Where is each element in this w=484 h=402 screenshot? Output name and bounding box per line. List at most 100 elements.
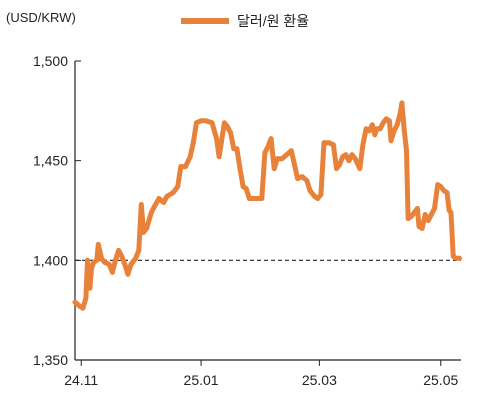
- data-point: [404, 148, 409, 154]
- data-point: [141, 230, 146, 235]
- data-point: [203, 118, 209, 124]
- x-axis: 24.11 25.01 25.03 25.05: [64, 359, 461, 388]
- data-point: [425, 218, 431, 223]
- data-point: [99, 255, 104, 261]
- data-point: [133, 255, 139, 261]
- data-point: [102, 259, 107, 265]
- data-point: [326, 140, 332, 146]
- data-point: [161, 200, 167, 205]
- data-point: [222, 120, 227, 126]
- data-point: [372, 132, 378, 138]
- data-point: [391, 128, 397, 134]
- data-point: [262, 150, 268, 156]
- data-point: [125, 271, 131, 277]
- data-point: [113, 257, 118, 263]
- data-point: [274, 156, 280, 162]
- data-point: [388, 138, 394, 144]
- data-point: [366, 128, 372, 134]
- data-point: [136, 248, 142, 253]
- data-point: [448, 210, 454, 215]
- data-point: [218, 140, 224, 146]
- data-point: [259, 196, 265, 201]
- data-point: [346, 158, 352, 164]
- data-point: [380, 120, 386, 126]
- unit-label: (USD/KRW): [6, 10, 76, 25]
- data-point: [72, 299, 78, 305]
- data-point: [190, 140, 196, 146]
- data-point: [360, 142, 366, 148]
- data-point: [288, 148, 294, 154]
- data-point: [343, 152, 349, 158]
- data-point: [307, 188, 313, 194]
- data-point: [194, 120, 199, 126]
- data-point: [295, 176, 300, 182]
- data-point: [178, 164, 184, 170]
- data-point: [357, 166, 363, 172]
- data-point: [299, 174, 305, 180]
- y-tick-label: 1,350: [33, 352, 68, 368]
- data-point: [138, 202, 144, 207]
- data-point: [148, 210, 154, 215]
- data-point: [234, 146, 240, 152]
- legend: 달러/원 환율: [181, 13, 309, 29]
- data-point: [237, 166, 243, 172]
- data-point: [144, 226, 150, 231]
- data-point: [271, 166, 277, 172]
- data-point: [429, 212, 434, 217]
- y-tick-label: 1,400: [33, 252, 68, 268]
- x-tick-label: 25.05: [423, 372, 458, 388]
- data-point: [85, 257, 90, 263]
- data-point: [279, 156, 285, 162]
- data-point: [399, 100, 405, 106]
- data-point: [337, 162, 342, 168]
- data-point: [198, 118, 204, 124]
- data-point: [156, 196, 162, 201]
- data-point: [183, 164, 188, 170]
- data-point: [394, 122, 400, 128]
- data-point: [411, 210, 417, 215]
- data-point: [89, 265, 94, 271]
- x-tick-label: 25.01: [184, 372, 219, 388]
- data-point: [349, 152, 355, 158]
- data-point: [254, 196, 260, 201]
- data-point: [119, 253, 125, 259]
- data-point: [444, 190, 450, 196]
- data-point: [106, 261, 112, 267]
- data-point: [116, 248, 121, 253]
- data-point: [292, 162, 297, 168]
- data-point: [87, 285, 93, 291]
- data-point: [209, 120, 215, 126]
- data-point: [415, 206, 420, 211]
- data-points: [72, 100, 462, 311]
- data-point: [268, 136, 274, 142]
- data-point: [318, 192, 324, 198]
- data-point: [110, 269, 115, 275]
- data-point: [369, 122, 375, 128]
- data-point: [228, 130, 234, 136]
- data-point: [401, 128, 407, 134]
- data-point: [83, 295, 89, 301]
- data-point: [352, 156, 358, 162]
- data-point: [243, 186, 249, 192]
- y-tick-label: 1,450: [33, 153, 68, 169]
- data-point: [265, 144, 271, 150]
- data-point: [321, 140, 327, 146]
- data-point: [432, 206, 437, 211]
- legend-label: 달러/원 환율: [237, 13, 309, 29]
- y-axis: 1,350 1,400 1,450 1,500: [33, 53, 81, 368]
- data-point: [304, 178, 310, 184]
- y-tick-label: 1,500: [33, 53, 68, 69]
- data-point: [315, 196, 321, 201]
- data-point: [164, 194, 170, 199]
- data-point: [408, 214, 414, 219]
- data-point: [187, 154, 193, 160]
- data-point: [438, 184, 444, 190]
- data-point: [122, 261, 128, 267]
- data-point: [225, 124, 230, 130]
- x-tick-label: 25.03: [302, 372, 337, 388]
- data-point: [419, 226, 425, 231]
- data-point: [397, 110, 403, 116]
- data-point: [80, 305, 86, 311]
- data-point: [422, 212, 428, 217]
